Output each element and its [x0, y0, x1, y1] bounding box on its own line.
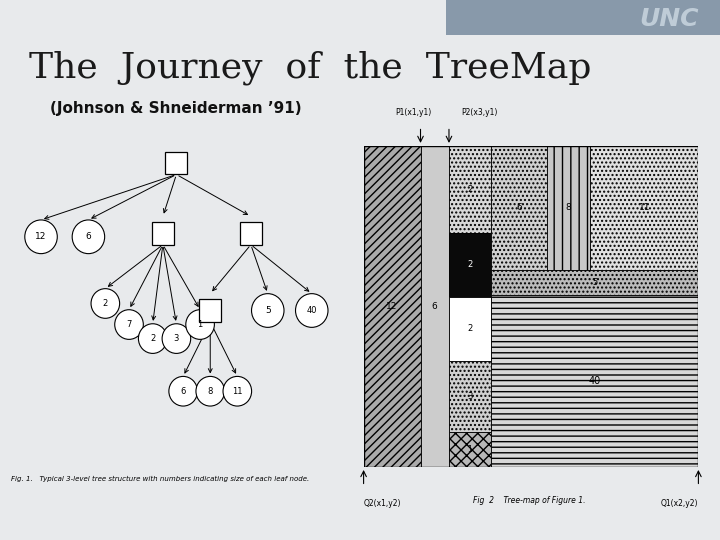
Bar	[547, 146, 590, 269]
Text: 6: 6	[432, 302, 438, 311]
Bar	[152, 222, 174, 245]
Bar	[446, 0, 720, 35]
Text: 8: 8	[207, 387, 213, 396]
Text: 7: 7	[126, 320, 132, 329]
Circle shape	[138, 324, 167, 353]
Text: 2: 2	[103, 299, 108, 308]
Text: 8: 8	[566, 203, 572, 212]
Text: Q1(x2,y2): Q1(x2,y2)	[661, 499, 698, 508]
Bar	[449, 432, 491, 467]
Circle shape	[91, 289, 120, 318]
Bar	[449, 233, 491, 297]
Bar	[449, 146, 491, 233]
Text: UNC: UNC	[639, 8, 698, 31]
Text: 5: 5	[592, 278, 597, 287]
Text: (Johnson & Shneiderman ’91): (Johnson & Shneiderman ’91)	[50, 100, 302, 116]
Circle shape	[295, 294, 328, 327]
Circle shape	[114, 310, 143, 339]
Text: The  Journey  of  the  TreeMap: The Journey of the TreeMap	[29, 50, 591, 85]
Text: Q2(x1,y2): Q2(x1,y2)	[364, 499, 401, 508]
Bar	[240, 222, 262, 245]
Text: 40: 40	[588, 376, 600, 386]
Circle shape	[72, 220, 104, 254]
Text: 5: 5	[265, 306, 271, 315]
Circle shape	[251, 294, 284, 327]
Bar	[199, 299, 221, 322]
Circle shape	[186, 310, 215, 339]
Text: 3: 3	[467, 392, 472, 401]
Bar	[420, 146, 449, 467]
Bar	[590, 146, 698, 269]
Text: 2: 2	[467, 260, 472, 269]
Circle shape	[223, 376, 251, 406]
Text: 11: 11	[232, 387, 243, 396]
Text: 12: 12	[35, 232, 47, 241]
Circle shape	[162, 324, 191, 353]
Text: 6: 6	[181, 387, 186, 396]
Text: P2(x3,y1): P2(x3,y1)	[461, 108, 498, 117]
Bar	[364, 146, 420, 467]
Circle shape	[24, 220, 58, 254]
Text: 2: 2	[150, 334, 156, 343]
Bar	[491, 269, 698, 295]
Bar	[166, 152, 187, 174]
Circle shape	[196, 376, 225, 406]
Text: 3: 3	[174, 334, 179, 343]
Bar	[491, 295, 698, 467]
Text: 12: 12	[387, 302, 397, 311]
Text: 1: 1	[197, 320, 203, 329]
Text: 40: 40	[307, 306, 317, 315]
Text: P1(x1,y1): P1(x1,y1)	[396, 108, 432, 117]
Text: 1: 1	[467, 445, 472, 454]
Text: 2: 2	[467, 185, 472, 194]
Bar	[449, 297, 491, 361]
Text: Fig  2    Tree-map of Figure 1.: Fig 2 Tree-map of Figure 1.	[473, 496, 585, 505]
Bar	[449, 361, 491, 432]
Text: 2: 2	[467, 325, 472, 333]
Text: 6: 6	[86, 232, 91, 241]
Bar	[491, 146, 547, 269]
Text: 6: 6	[516, 203, 522, 212]
Text: Fig. 1.   Typical 3-level tree structure with numbers indicating size of each le: Fig. 1. Typical 3-level tree structure w…	[11, 476, 309, 483]
Circle shape	[169, 376, 197, 406]
Text: 11: 11	[639, 203, 650, 212]
